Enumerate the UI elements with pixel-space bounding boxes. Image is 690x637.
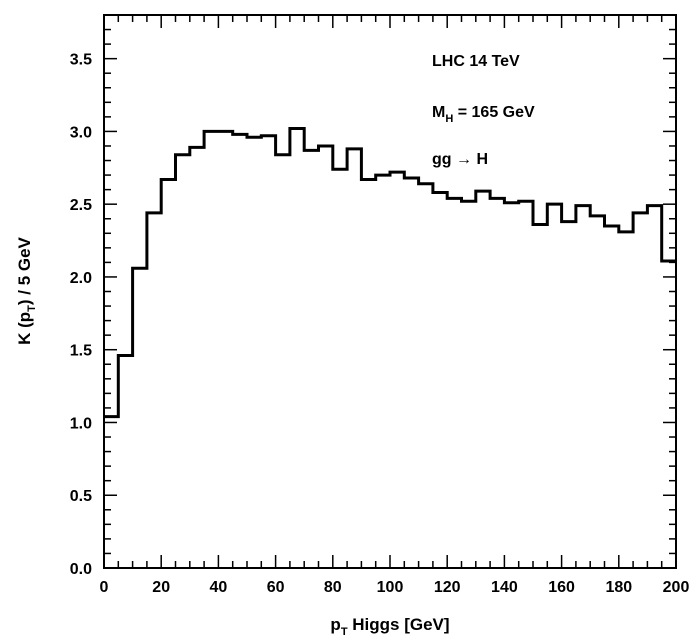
plot-frame [103,14,677,569]
y-tick-label: 2.5 [70,197,92,214]
y-axis-title-post: ) / 5 GeV [15,236,34,305]
annotation-process-arrow: → [456,151,472,168]
x-tick-label: 160 [548,579,575,596]
annotation-process: gg → H [432,151,488,168]
y-axis-title-pre: K (p [15,312,34,345]
x-tick-label: 20 [152,579,170,596]
tick-labels: 0 20 40 60 80 100 120 140 160 180 200 0.0 0.5 1.0 1.5 2… [70,52,690,596]
x-tick-label: 200 [663,579,690,596]
x-tick-label: 60 [267,579,285,596]
x-tick-label: 0 [100,579,109,596]
annotation-collider: LHC 14 TeV [432,53,520,70]
annotation-higgs-mass: MH = 165 GeV [432,104,535,125]
y-tick-label: 3.0 [70,124,92,141]
x-tick-label: 40 [210,579,228,596]
y-tick-label: 3.5 [70,52,92,69]
y-tick-label: 2.0 [70,270,92,287]
annotation-mass-sub: H [445,113,453,125]
annotation-mass-main: M [432,104,445,121]
x-tick-label: 180 [605,579,632,596]
y-tick-label: 0.5 [70,488,92,505]
y-tick-label: 1.5 [70,343,92,360]
y-axis-title: K (pT) / 5 GeV [15,236,38,344]
y-axis-title-sub: T [26,305,38,312]
x-axis-title-rest: Higgs [GeV] [348,615,450,634]
x-tick-label: 140 [491,579,518,596]
annotation-process-rest: H [472,151,488,168]
y-tick-label: 0.0 [70,561,92,578]
x-tick-label: 100 [377,579,404,596]
y-tick-label: 1.0 [70,415,92,432]
annotation-mass-rest: = 165 GeV [453,104,535,121]
x-axis-title-sub: T [341,626,348,637]
x-tick-label: 80 [324,579,342,596]
annotation-process-main: gg [432,151,456,168]
x-axis-title-main: p [330,615,340,634]
histogram-step-line [104,127,676,419]
x-tick-label: 120 [434,579,461,596]
x-axis-title: pT Higgs [GeV] [330,615,449,637]
axis-ticks [103,14,677,569]
